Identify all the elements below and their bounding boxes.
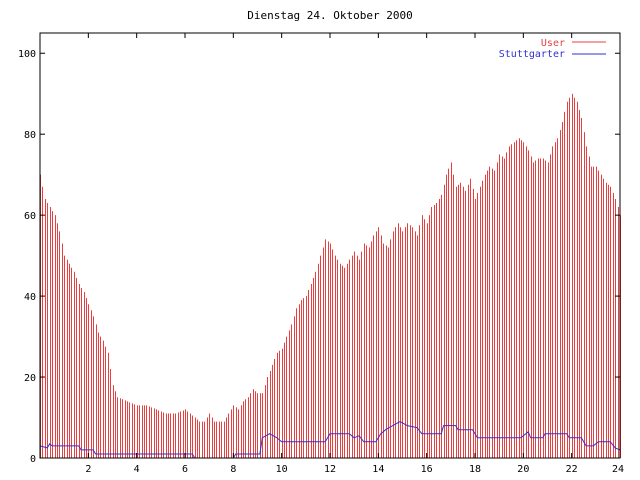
user-bars xyxy=(40,93,621,458)
x-tick-label: 6 xyxy=(182,464,188,475)
y-tick-label: 100 xyxy=(18,49,36,60)
chart-title: Dienstag 24. Oktober 2000 xyxy=(247,9,413,22)
y-tick-label: 0 xyxy=(30,454,36,465)
x-axis: 2 4 6 8 10 12 14 16 18 20 22 24 xyxy=(85,33,624,475)
x-tick-label: 8 xyxy=(230,464,236,475)
y-tick-label: 80 xyxy=(24,130,36,141)
x-tick-label: 20 xyxy=(517,464,529,475)
y-tick-label: 20 xyxy=(24,373,36,384)
x-tick-label: 10 xyxy=(276,464,288,475)
x-tick-label: 16 xyxy=(421,464,433,475)
x-tick-label: 24 xyxy=(612,464,624,475)
y-axis: 0 20 40 60 80 100 xyxy=(18,49,620,465)
legend-label-stuttgarter: Stuttgarter xyxy=(499,49,565,60)
x-tick-label: 22 xyxy=(566,464,578,475)
legend: User Stuttgarter xyxy=(499,38,606,60)
x-tick-label: 12 xyxy=(324,464,336,475)
x-tick-label: 2 xyxy=(85,464,91,475)
legend-label-user: User xyxy=(541,38,565,49)
x-tick-label: 18 xyxy=(469,464,481,475)
x-tick-label: 4 xyxy=(134,464,140,475)
y-tick-label: 60 xyxy=(24,211,36,222)
y-tick-label: 40 xyxy=(24,292,36,303)
x-tick-label: 14 xyxy=(372,464,384,475)
stuttgarter-line xyxy=(39,421,621,459)
